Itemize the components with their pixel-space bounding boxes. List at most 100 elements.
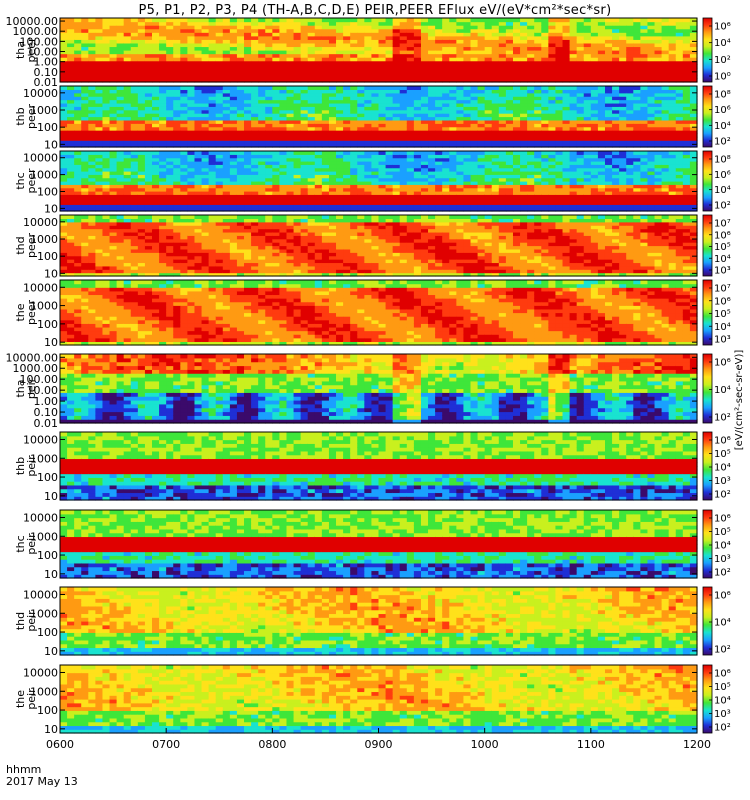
spectrogram-cell: [60, 140, 68, 145]
spectrogram-cell: [321, 57, 330, 62]
spectrogram-cell: [222, 71, 231, 76]
spectrogram-cell: [456, 164, 465, 169]
spectrogram-cell: [647, 25, 656, 30]
spectrogram-cell: [505, 32, 514, 37]
spectrogram-cell: [604, 74, 613, 80]
spectrogram-cell: [265, 78, 273, 83]
spectrogram-cell: [505, 133, 514, 138]
spectrogram-cell: [512, 96, 521, 101]
spectrogram-cell: [661, 28, 670, 33]
spectrogram-cell: [152, 53, 160, 58]
spectrogram-cell: [392, 113, 401, 118]
spectrogram-cell: [413, 191, 422, 195]
spectrogram-cell: [498, 18, 507, 23]
spectrogram-cell: [583, 25, 592, 30]
spectrogram-cell: [357, 140, 365, 145]
spectrogram-cell: [612, 53, 620, 58]
spectrogram-cell: [229, 194, 238, 199]
spectrogram-cell: [144, 201, 153, 205]
spectrogram-cell: [371, 57, 380, 62]
spectrogram-cell: [378, 60, 387, 65]
spectrogram-cell: [88, 57, 96, 62]
spectrogram-cell: [116, 53, 125, 58]
spectrogram-cell: [258, 133, 266, 138]
spectrogram-cell: [661, 53, 670, 58]
spectrogram-cell: [350, 133, 358, 138]
spectrogram-cell: [350, 157, 358, 162]
spectrogram-cell: [208, 74, 217, 80]
spectrogram-cell: [102, 184, 111, 189]
spectrogram-cell: [307, 187, 316, 192]
spectrogram-cell: [293, 123, 302, 128]
spectrogram-cell: [541, 89, 549, 94]
spectrogram-cell: [81, 133, 89, 138]
spectrogram-cell: [682, 119, 691, 124]
spectrogram-cell: [67, 143, 75, 148]
spectrogram-cell: [392, 32, 401, 37]
spectrogram-cell: [293, 18, 302, 23]
spectrogram-cell: [74, 21, 82, 26]
spectrogram-cell: [166, 21, 174, 26]
spectrogram-cell: [406, 151, 415, 155]
spectrogram-cell: [286, 130, 295, 135]
spectrogram-cell: [420, 187, 429, 192]
spectrogram-cell: [293, 191, 302, 195]
spectrogram-cell: [668, 174, 677, 179]
spectrogram-cell: [307, 67, 316, 72]
spectrogram-cell: [343, 184, 351, 189]
spectrogram-cell: [286, 28, 295, 33]
spectrogram-cell: [60, 204, 68, 209]
spectrogram-cell: [527, 174, 535, 179]
spectrogram-cell: [477, 50, 486, 55]
spectrogram-cell: [392, 109, 401, 114]
spectrogram-cell: [215, 194, 224, 199]
spectrogram-cell: [251, 143, 259, 148]
spectrogram-cell: [201, 201, 210, 205]
spectrogram-cell: [321, 102, 330, 107]
spectrogram-cell: [208, 197, 217, 202]
spectrogram-cell: [60, 215, 68, 219]
spectrogram-cell: [314, 171, 323, 175]
spectrogram-cell: [668, 67, 677, 72]
spectrogram-cell: [251, 113, 259, 118]
spectrogram-cell: [541, 18, 549, 23]
spectrogram-cell: [364, 60, 373, 65]
spectrogram-cell: [619, 71, 627, 76]
spectrogram-cell: [435, 123, 443, 128]
spectrogram-cell: [364, 71, 373, 76]
spectrogram-cell: [286, 151, 295, 155]
spectrogram-cell: [520, 207, 528, 212]
spectrogram-cell: [67, 32, 75, 37]
spectrogram-cell: [633, 96, 641, 101]
spectrogram-cell: [144, 60, 153, 65]
spectrogram-cell: [187, 164, 196, 169]
spectrogram-cell: [520, 35, 528, 40]
spectrogram-cell: [420, 89, 429, 94]
spectrogram-cell: [597, 102, 606, 107]
spectrogram-cell: [484, 60, 493, 65]
spectrogram-cell: [229, 96, 238, 101]
spectrogram-cell: [321, 201, 330, 205]
spectrogram-cell: [364, 25, 373, 30]
spectrogram-cell: [484, 106, 493, 111]
spectrogram-cell: [512, 106, 521, 111]
spectrogram-cell: [208, 89, 217, 94]
spectrogram-cell: [74, 187, 82, 192]
spectrogram-cell: [265, 71, 273, 76]
spectrogram-cell: [456, 116, 465, 121]
spectrogram-cell: [109, 184, 118, 189]
spectrogram-cell: [166, 64, 174, 69]
spectrogram-cell: [67, 92, 75, 97]
spectrogram-cell: [350, 164, 358, 169]
spectrogram-cell: [477, 46, 486, 51]
spectrogram-cell: [619, 197, 627, 202]
spectrogram-cell: [505, 204, 514, 209]
spectrogram-cell: [583, 136, 592, 141]
spectrogram-cell: [180, 194, 188, 199]
spectrogram-cell: [272, 177, 281, 182]
spectrogram-cell: [449, 50, 457, 55]
spectrogram-cell: [357, 151, 365, 155]
spectrogram-cell: [67, 197, 75, 202]
spectrogram-cell: [477, 39, 486, 44]
spectrogram-cell: [576, 126, 585, 131]
